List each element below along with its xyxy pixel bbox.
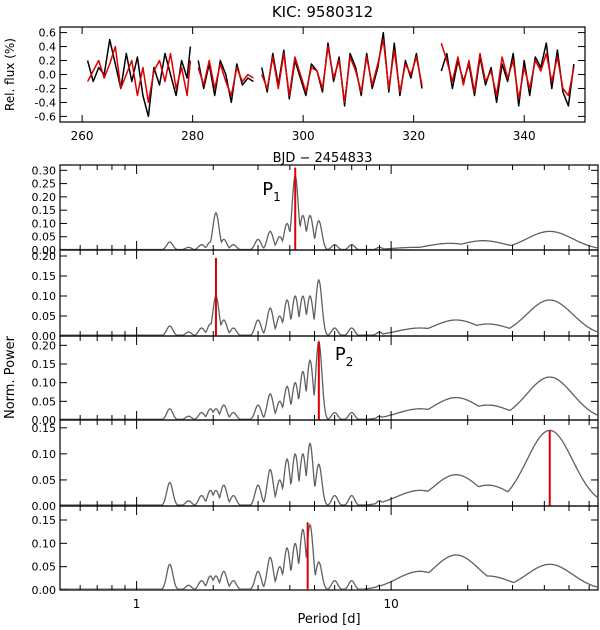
periodogram-x-tick-label: 10 [383, 597, 398, 611]
lightcurve-model-line [197, 59, 254, 97]
periodogram-y-tick-label: 0.25 [32, 178, 57, 191]
periodogram-spectrum-line [60, 278, 599, 336]
lightcurve-y-tick-label: -0.4 [35, 96, 56, 109]
period-label-main: P [335, 344, 346, 365]
periodogram-x-axis-label: Period [d] [297, 612, 360, 627]
period-label-main: P [262, 179, 273, 200]
periodogram-panel-frame [59, 335, 599, 421]
periodogram-spectrum-line [60, 339, 599, 420]
lightcurve-x-tick-label: 260 [71, 129, 94, 143]
periodogram-y-tick-label: 0.20 [32, 250, 57, 263]
periodogram-y-tick-label: 0.15 [32, 358, 57, 371]
periodogram-spectrum-line [60, 429, 599, 506]
periodogram-y-tick-label: 0.15 [32, 270, 57, 283]
lightcurve-observed-line [86, 38, 192, 118]
lightcurve-model-line [261, 38, 423, 104]
lightcurve-model-line [440, 42, 575, 100]
period-label-subscript: 2 [346, 355, 354, 369]
period-label: P1 [262, 179, 281, 204]
lightcurve-x-axis-label: BJD − 2454833 [273, 151, 373, 166]
periodogram-y-tick-label: 0.05 [32, 231, 57, 244]
periodogram-y-tick-label: 0.10 [32, 217, 57, 230]
period-label: P2 [335, 344, 354, 369]
periodogram-y-tick-label: 0.10 [32, 537, 57, 550]
lightcurve-y-tick-label: -0.6 [35, 110, 56, 123]
periodogram-y-tick-label: 0.15 [32, 422, 57, 435]
lightcurve-x-tick-label: 340 [513, 129, 536, 143]
periodogram-y-tick-label: 0.10 [32, 448, 57, 461]
lightcurve-y-tick-label: -0.2 [35, 82, 56, 95]
periodogram-y-tick-label: 0.30 [32, 164, 57, 177]
period-label-subscript: 1 [273, 190, 281, 204]
lightcurve-y-tick-label: 0.2 [39, 55, 57, 68]
periodogram-y-tick-label: 0.05 [32, 561, 57, 574]
lightcurve-y-tick-label: 0.6 [39, 27, 57, 40]
lightcurve-model-line [86, 45, 192, 104]
periodogram-y-tick-label: 0.00 [32, 584, 57, 597]
periodogram-y-tick-label: 0.05 [32, 310, 57, 323]
periodogram-y-tick-label: 0.20 [32, 191, 57, 204]
lightcurve-x-tick-label: 280 [181, 129, 204, 143]
periodogram-y-tick-label: 0.15 [32, 204, 57, 217]
lightcurve-x-tick-label: 300 [292, 129, 315, 143]
lightcurve-y-axis-label: Rel. flux (%) [3, 38, 17, 111]
chart-title: KIC: 9580312 [272, 3, 373, 21]
periodogram-spectrum-line [60, 523, 599, 590]
lightcurve-y-tick-label: 0.4 [39, 41, 57, 54]
periodogram-y-tick-label: 0.10 [32, 290, 57, 303]
periodogram-x-tick-label: 1 [133, 597, 141, 611]
lightcurve-observed-line [197, 59, 254, 104]
periodogram-spectrum-line [60, 175, 599, 251]
periodogram-y-tick-label: 0.15 [32, 514, 57, 527]
periodogram-y-tick-label: 0.00 [32, 500, 57, 513]
periodogram-y-tick-label: 0.10 [32, 377, 57, 390]
periodogram-y-tick-label: 0.00 [32, 414, 57, 427]
periodogram-panel-frame [59, 505, 599, 591]
periodogram-y-tick-label: 0.00 [32, 330, 57, 343]
periodogram-y-tick-label: 0.00 [32, 244, 57, 257]
periodogram-y-axis-label: Norm. Power [3, 335, 18, 419]
periodogram-y-tick-label: 0.20 [32, 339, 57, 352]
periodogram-panel-frame [59, 419, 599, 507]
lightcurve-x-tick-label: 320 [402, 129, 425, 143]
periodogram-y-tick-label: 0.05 [32, 395, 57, 408]
periodogram-panel-frame [59, 164, 599, 251]
lightcurve-y-tick-label: 0.0 [39, 69, 57, 82]
periodogram-y-tick-label: 0.05 [32, 474, 57, 487]
